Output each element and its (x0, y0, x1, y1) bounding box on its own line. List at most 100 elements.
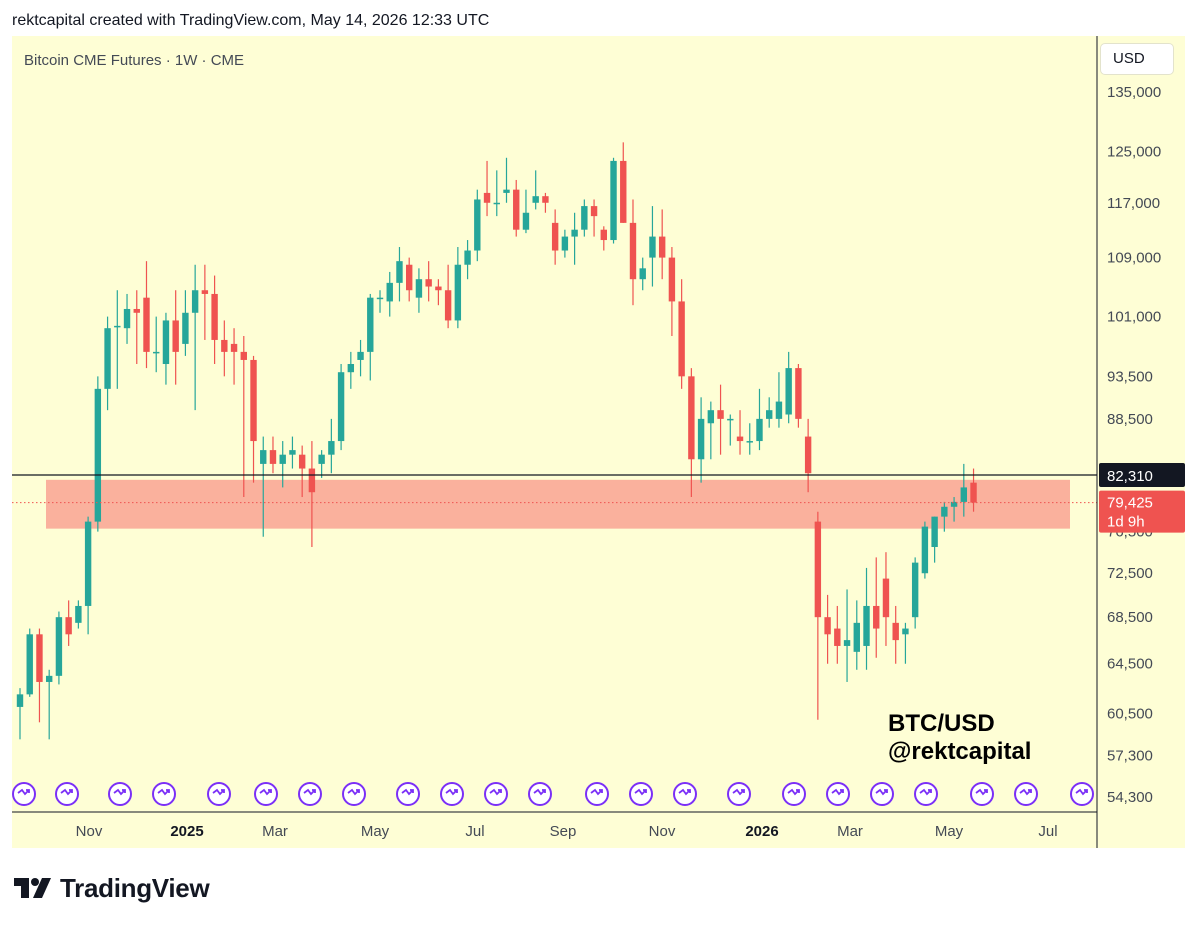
candle[interactable] (600, 226, 607, 251)
candle[interactable] (367, 293, 374, 381)
candle[interactable] (493, 170, 500, 217)
candle[interactable] (415, 268, 423, 313)
candle[interactable] (843, 589, 851, 682)
candle[interactable] (162, 312, 170, 385)
candle[interactable] (357, 339, 364, 377)
candle[interactable] (464, 240, 471, 280)
candle[interactable] (191, 264, 199, 411)
candle[interactable] (104, 316, 111, 411)
event-marker-icon[interactable] (1014, 782, 1038, 806)
candle[interactable] (678, 279, 685, 389)
candle[interactable] (133, 290, 140, 365)
candle[interactable] (882, 552, 890, 646)
candle[interactable] (211, 275, 218, 365)
candle[interactable] (756, 388, 763, 451)
candle[interactable] (435, 279, 442, 306)
candle[interactable] (172, 290, 179, 385)
candle[interactable] (853, 600, 860, 670)
candle[interactable] (668, 247, 676, 337)
event-marker-icon[interactable] (870, 782, 894, 806)
candle[interactable] (513, 179, 520, 237)
candle[interactable] (123, 293, 131, 344)
candle[interactable] (911, 557, 919, 629)
candle[interactable] (824, 594, 831, 664)
candle[interactable] (727, 414, 734, 446)
footer-logo[interactable]: TradingView (14, 872, 210, 904)
event-marker-icon[interactable] (629, 782, 653, 806)
event-marker-icon[interactable] (826, 782, 850, 806)
chart-canvas[interactable]: 135,000 125,000 117,000 109,000 101,000 93,50… (12, 36, 1185, 848)
event-marker-icon[interactable] (914, 782, 938, 806)
candle[interactable] (970, 468, 977, 512)
candle[interactable] (921, 521, 929, 579)
event-marker-icon[interactable] (782, 782, 806, 806)
candle[interactable] (143, 261, 150, 369)
event-marker-icon[interactable] (152, 782, 176, 806)
currency-button[interactable]: USD (1101, 44, 1173, 74)
candle[interactable] (16, 688, 24, 740)
candle[interactable] (941, 501, 948, 532)
candle[interactable] (590, 199, 598, 237)
event-marker-icon[interactable] (673, 782, 697, 806)
candle[interactable] (522, 189, 530, 234)
event-marker-icon[interactable] (970, 782, 994, 806)
candle[interactable] (444, 264, 452, 329)
candle[interactable] (610, 157, 617, 244)
candle[interactable] (649, 206, 656, 287)
event-marker-icon[interactable] (528, 782, 552, 806)
candle[interactable] (55, 611, 63, 685)
candle[interactable] (795, 364, 802, 428)
event-marker-icon[interactable] (727, 782, 751, 806)
candle[interactable] (775, 372, 783, 428)
candle[interactable] (26, 628, 33, 697)
candle[interactable] (950, 497, 958, 522)
candle[interactable] (707, 401, 715, 460)
candle[interactable] (785, 351, 792, 424)
candle[interactable] (221, 320, 228, 377)
candle[interactable] (376, 290, 384, 313)
candle[interactable] (65, 600, 72, 646)
candle[interactable] (620, 142, 627, 223)
candle[interactable] (347, 351, 355, 389)
candle[interactable] (931, 516, 938, 563)
candle[interactable] (75, 600, 82, 629)
candle[interactable] (814, 511, 822, 720)
candle[interactable] (902, 622, 909, 664)
candle[interactable] (250, 355, 257, 483)
candle[interactable] (298, 445, 306, 498)
candle[interactable] (45, 669, 53, 740)
candle[interactable] (308, 441, 316, 547)
candle[interactable] (766, 397, 773, 428)
candle[interactable] (736, 410, 744, 455)
candle[interactable] (396, 247, 403, 302)
candle[interactable] (289, 436, 296, 469)
candle[interactable] (36, 628, 43, 723)
candle[interactable] (425, 261, 432, 302)
candle[interactable] (483, 160, 491, 217)
candle[interactable] (269, 436, 277, 474)
candle[interactable] (960, 463, 968, 517)
candle[interactable] (697, 397, 705, 483)
candle[interactable] (84, 516, 92, 635)
candle[interactable] (153, 316, 160, 373)
event-marker-icon[interactable] (12, 782, 36, 806)
event-marker-icon[interactable] (298, 782, 322, 806)
event-marker-icon[interactable] (254, 782, 278, 806)
candle[interactable] (201, 264, 209, 340)
event-marker-icon[interactable] (484, 782, 508, 806)
candle[interactable] (551, 209, 559, 265)
candle[interactable] (688, 368, 695, 498)
event-marker-icon[interactable] (440, 782, 464, 806)
event-marker-icon[interactable] (108, 782, 132, 806)
event-marker-icon[interactable] (396, 782, 420, 806)
candle[interactable] (230, 328, 238, 385)
candle[interactable] (863, 567, 870, 670)
candle[interactable] (94, 376, 102, 532)
candle[interactable] (629, 199, 637, 306)
candle[interactable] (717, 384, 724, 455)
candle[interactable] (561, 229, 569, 258)
chart-area[interactable]: 135,000 125,000 117,000 109,000 101,000 93,50… (12, 36, 1185, 848)
event-marker-icon[interactable] (585, 782, 609, 806)
event-marker-icon[interactable] (55, 782, 79, 806)
candle[interactable] (474, 189, 481, 262)
